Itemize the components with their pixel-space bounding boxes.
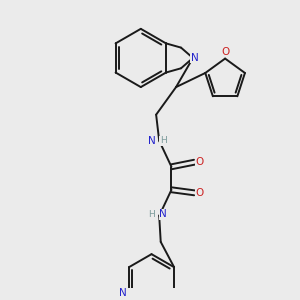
Text: O: O (196, 157, 204, 167)
Text: N: N (190, 53, 198, 63)
Text: H: H (160, 136, 166, 145)
Text: N: N (119, 288, 127, 298)
Text: O: O (221, 47, 229, 57)
Text: H: H (148, 210, 155, 219)
Text: O: O (196, 188, 204, 198)
Text: N: N (148, 136, 155, 146)
Text: N: N (159, 209, 167, 219)
